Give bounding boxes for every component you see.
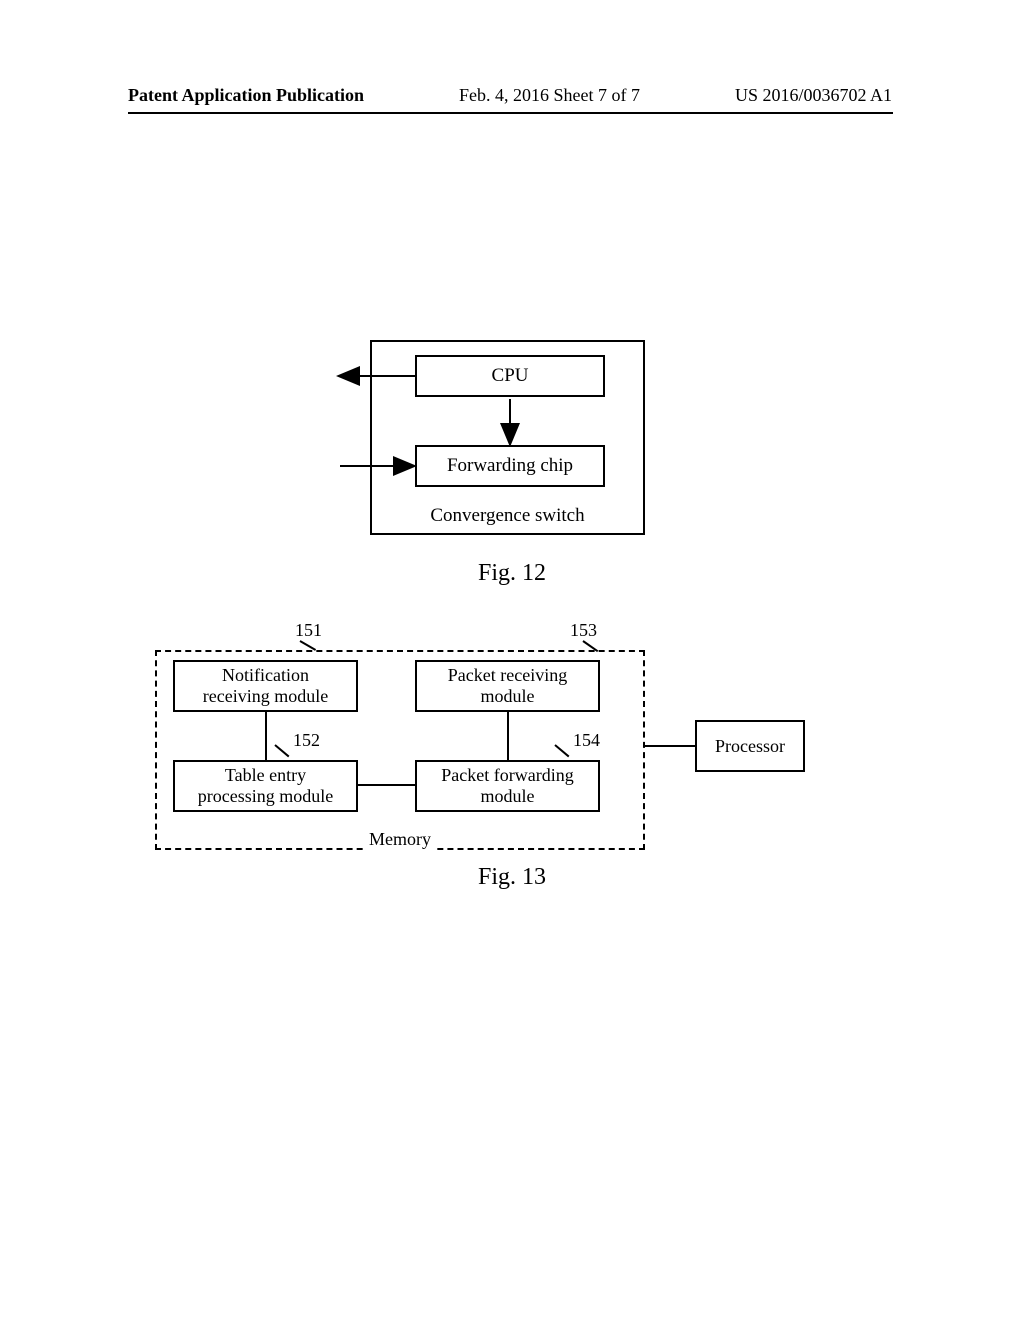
- fig12-caption: Fig. 12: [0, 560, 1024, 587]
- fig13-notification-label: Notification receiving module: [203, 665, 328, 706]
- fig13-label-154: 154: [573, 730, 600, 751]
- fig13-conn-notif-table: [265, 712, 267, 760]
- fig13-notification-box: Notification receiving module: [173, 660, 358, 712]
- page-header: Patent Application Publication Feb. 4, 2…: [0, 85, 1024, 106]
- fig13-conn-precv-pfwd: [507, 712, 509, 760]
- fig13-conn-table-pfwd: [358, 784, 415, 786]
- fig13-label-151: 151: [295, 620, 322, 641]
- fig13-table-entry-box: Table entry processing module: [173, 760, 358, 812]
- fig13-label-152: 152: [293, 730, 320, 751]
- header-left: Patent Application Publication: [128, 85, 364, 106]
- fig13-packet-fwd-box: Packet forwarding module: [415, 760, 600, 812]
- header-center: Feb. 4, 2016 Sheet 7 of 7: [459, 85, 640, 106]
- fig13-caption: Fig. 13: [0, 864, 1024, 891]
- fig13-processor-box: Processor: [695, 720, 805, 772]
- header-right: US 2016/0036702 A1: [735, 85, 892, 106]
- figure-12: Convergence switch CPU Forwarding chip: [370, 340, 650, 555]
- fig12-arrows: [310, 340, 660, 555]
- fig13-packet-recv-label: Packet receiving module: [448, 665, 567, 706]
- fig13-label-153: 153: [570, 620, 597, 641]
- fig13-memory-label: Memory: [365, 829, 435, 850]
- fig13-processor-label: Processor: [715, 736, 785, 757]
- header-rule: [128, 112, 893, 114]
- fig13-table-entry-label: Table entry processing module: [198, 765, 333, 806]
- figure-13: Memory 151 152 153 154 Notification rece…: [155, 620, 755, 880]
- fig13-packet-recv-box: Packet receiving module: [415, 660, 600, 712]
- fig13-packet-fwd-label: Packet forwarding module: [441, 765, 573, 806]
- fig13-conn-mem-proc: [645, 745, 695, 747]
